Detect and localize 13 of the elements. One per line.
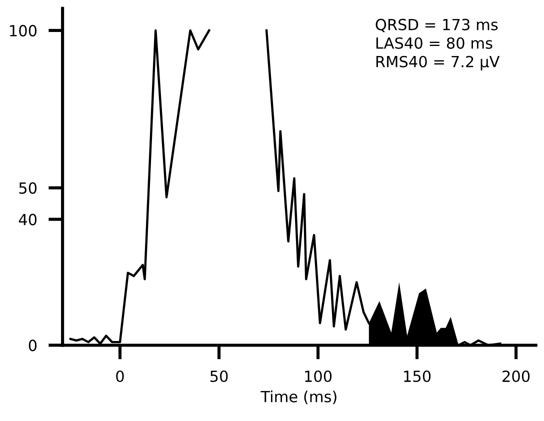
y-tick-label: 50: [19, 182, 37, 194]
x-tick-label: 0: [116, 370, 124, 382]
annotation: RMS40 = 7.2 µV: [376, 56, 500, 70]
x-tick-label: 50: [210, 370, 228, 382]
y-tick-label: 100: [10, 24, 37, 36]
x-axis-title: Time (ms): [260, 390, 336, 404]
annotation: LAS40 = 80 ms: [376, 37, 492, 49]
y-tick-label: 0: [28, 340, 37, 352]
x-tick-label: 200: [502, 370, 530, 382]
y-tick-label: 40: [18, 214, 37, 226]
x-tick-label: 150: [404, 370, 431, 382]
annotation: QRSD = 173 ms: [376, 18, 498, 32]
x-tick-label: 100: [305, 370, 332, 382]
